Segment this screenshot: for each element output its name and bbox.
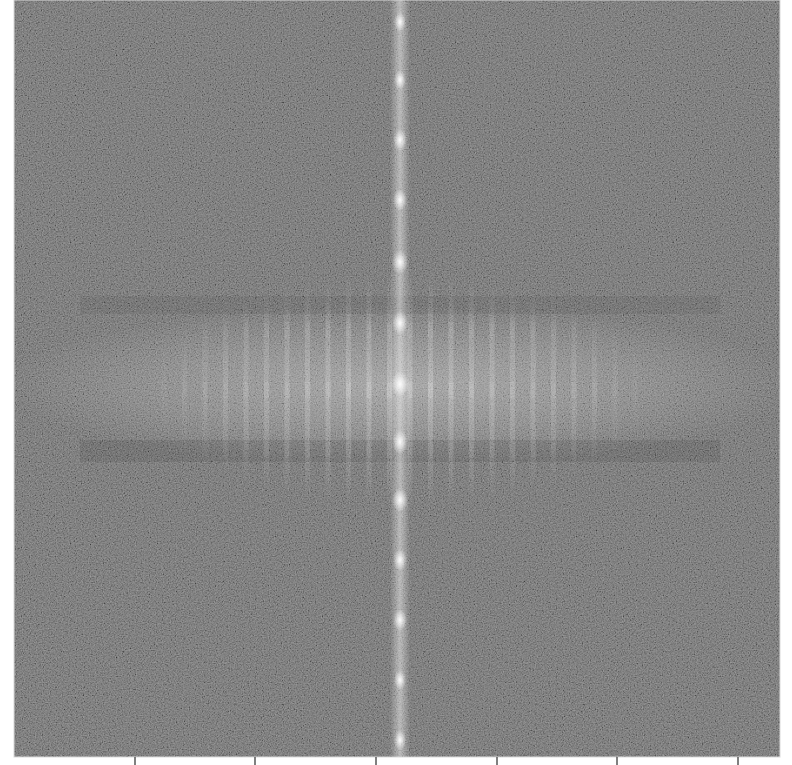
peak [394,12,406,32]
bottom-ticks [135,757,738,765]
peak [392,488,408,512]
peak [394,730,406,750]
peak [392,250,408,274]
spectrum-figure [0,0,792,765]
peak [393,129,407,151]
peak [394,670,406,690]
peak [393,189,407,211]
peak [393,609,407,631]
peak [393,549,407,571]
spectrum-image [14,0,780,757]
peak [392,430,408,454]
peak [392,311,408,335]
peak [391,371,409,397]
page: (() => { const data = JSON.parse(documen… [0,0,792,765]
peak [394,70,406,90]
